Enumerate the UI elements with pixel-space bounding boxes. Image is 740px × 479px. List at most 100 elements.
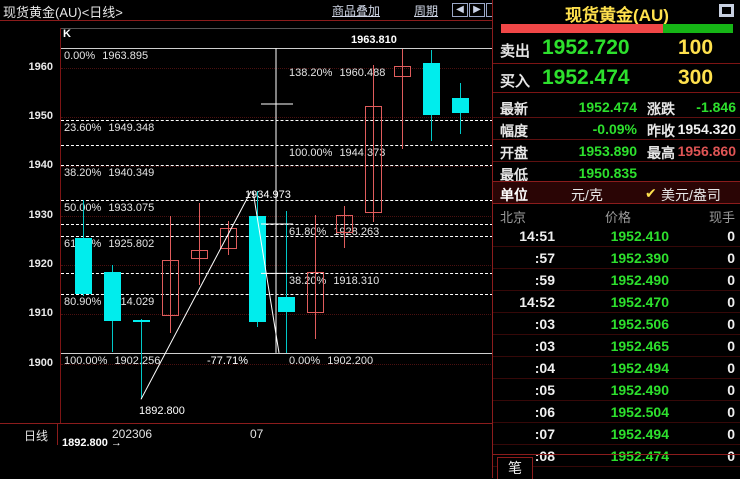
tick-volume: 0 [727, 382, 735, 398]
fib-level-line [61, 48, 492, 50]
candle-wick [286, 210, 287, 353]
fib-level-label: 0.00% 1902.200 [289, 354, 374, 367]
fib-level-label: 0.00% 1963.895 [64, 50, 149, 63]
candle-wick [315, 214, 316, 339]
stat-label-2: 最高 [647, 145, 675, 161]
gridline [61, 116, 492, 118]
tab-ticks[interactable]: 笔 [497, 457, 533, 479]
candle-wick [373, 64, 374, 222]
y-tick-label: 1950 [28, 109, 53, 122]
tick-row[interactable]: :04 1952.494 0 [493, 357, 740, 379]
quote-title: 现货黄金(AU) [565, 6, 669, 25]
plot-area[interactable]: K 0.00% 1963.895 23.60% 1949.348 38.20% 1940.… [60, 28, 492, 423]
candle-wick [402, 48, 403, 149]
unit-label: 单位 [500, 187, 528, 203]
buy-quantity: 300 [678, 66, 714, 89]
y-tick-label: 1920 [28, 258, 53, 270]
low-price-marker: 1892.800 → [62, 437, 122, 449]
y-tick-label: 1900 [28, 356, 53, 369]
tick-time: :03 [534, 316, 555, 332]
tick-volume: 0 [727, 272, 735, 288]
unit-selector-row: 单位 元/克 ✔ 美元/盎司 [493, 181, 740, 204]
tick-time: :06 [534, 404, 555, 420]
stat-value: 1953.890 [578, 143, 637, 159]
tick-price: 1952.465 [610, 338, 669, 354]
fib-level-line [61, 236, 492, 238]
stat-label-2: 昨收 [647, 123, 675, 139]
tick-price: 1952.506 [610, 316, 669, 332]
tick-volume: 0 [727, 250, 735, 266]
tick-row[interactable]: :07 1952.494 0 [493, 423, 740, 445]
gridline [61, 67, 492, 69]
tick-price: 1952.474 [610, 448, 669, 464]
period-link[interactable]: 周期 [414, 4, 439, 18]
tick-row[interactable]: :08 1952.474 0 [493, 445, 740, 467]
candle-wick [141, 318, 142, 400]
tick-row[interactable]: :57 1952.390 0 [493, 247, 740, 269]
fib-level-label: 61.80% 1928.263 [289, 226, 380, 239]
candle-wick [344, 205, 345, 248]
check-icon: ✔ [645, 185, 657, 201]
quote-pane: 现货黄金(AU) 卖出 1952.720 100 买入 1952.474 300… [492, 0, 740, 479]
quote-stat-row: 幅度 -0.09% 昨收 1954.320 [493, 118, 740, 140]
fib-level-label: 138.20% 1960.488 [289, 67, 386, 80]
stat-value-2: 1954.320 [677, 121, 736, 137]
y-tick-label: 1910 [28, 307, 53, 320]
candle-body [249, 215, 266, 322]
tick-price: 1952.470 [610, 294, 669, 310]
x-axis: 日线 202306 07 [0, 425, 492, 445]
tick-time: :03 [534, 338, 555, 354]
chart-title: 现货黄金(AU)<日线> [3, 5, 123, 20]
tick-row[interactable]: :03 1952.506 0 [493, 313, 740, 335]
candle-body [423, 62, 440, 116]
sell-quantity: 100 [678, 36, 714, 59]
tick-row[interactable]: 14:51 1952.410 0 [493, 225, 740, 247]
arrow-left-icon[interactable]: ◀ [452, 3, 468, 17]
gridline [61, 166, 492, 168]
fib-level-line [61, 164, 492, 166]
fib-level-label: 50.00%1933.075 [64, 202, 155, 215]
plot-top-border [60, 28, 492, 29]
fib-level-line [61, 144, 492, 146]
candle-body [394, 65, 411, 78]
ticks-header-price: 价格 [605, 210, 632, 225]
buy-row-divider [493, 92, 740, 93]
tick-row[interactable]: :06 1952.504 0 [493, 401, 740, 423]
candle-body [365, 106, 382, 214]
chart-pane: 现货黄金(AU)<日线> 商品叠加 周期 ◀ ▶ 1900 1910 1920 193… [0, 0, 492, 449]
fib-level-label: 38.20% 1918.310 [289, 275, 380, 288]
unit-option-ounce[interactable]: 美元/盎司 [661, 187, 721, 203]
tick-time: 14:51 [519, 228, 555, 244]
candle-body [452, 97, 469, 113]
tick-time: 14:52 [519, 294, 555, 310]
unit-option-gram[interactable]: 元/克 [571, 187, 603, 203]
stat-value: 1952.474 [578, 99, 637, 115]
stat-value: 1950.835 [578, 165, 637, 181]
sell-label: 卖出 [500, 43, 531, 60]
chart-toolbar: 现货黄金(AU)<日线> 商品叠加 周期 ◀ ▶ [0, 0, 492, 20]
tick-price: 1952.390 [610, 250, 669, 266]
tick-volume: 0 [727, 338, 735, 354]
fib-level-line [61, 120, 492, 122]
y-tick-label: 1930 [28, 208, 53, 221]
tick-time: :04 [534, 360, 555, 376]
overlay-link[interactable]: 商品叠加 [332, 4, 381, 18]
candle-wick [199, 203, 200, 285]
list-icon[interactable] [486, 3, 492, 17]
candle-body [191, 250, 208, 260]
maximize-icon[interactable] [719, 4, 734, 17]
arrow-right-icon[interactable]: ▶ [469, 3, 485, 17]
fib-level-line [61, 352, 492, 354]
tick-volume: 0 [727, 426, 735, 442]
tick-row[interactable]: :03 1952.465 0 [493, 335, 740, 357]
ticks-header-volume: 现手 [708, 210, 735, 225]
sell-price: 1952.720 [542, 36, 630, 59]
tick-row[interactable]: :05 1952.490 0 [493, 379, 740, 401]
x-timeframe-label: 日线 [24, 429, 49, 443]
fib-level-line [61, 224, 492, 226]
chart-annotation: -77.71% [207, 354, 248, 367]
tick-row[interactable]: :59 1952.490 0 [493, 269, 740, 291]
tick-volume: 0 [727, 360, 735, 376]
tick-row[interactable]: 14:52 1952.470 0 [493, 291, 740, 313]
quote-stat-row: 开盘 1953.890 最高 1956.860 [493, 140, 740, 162]
